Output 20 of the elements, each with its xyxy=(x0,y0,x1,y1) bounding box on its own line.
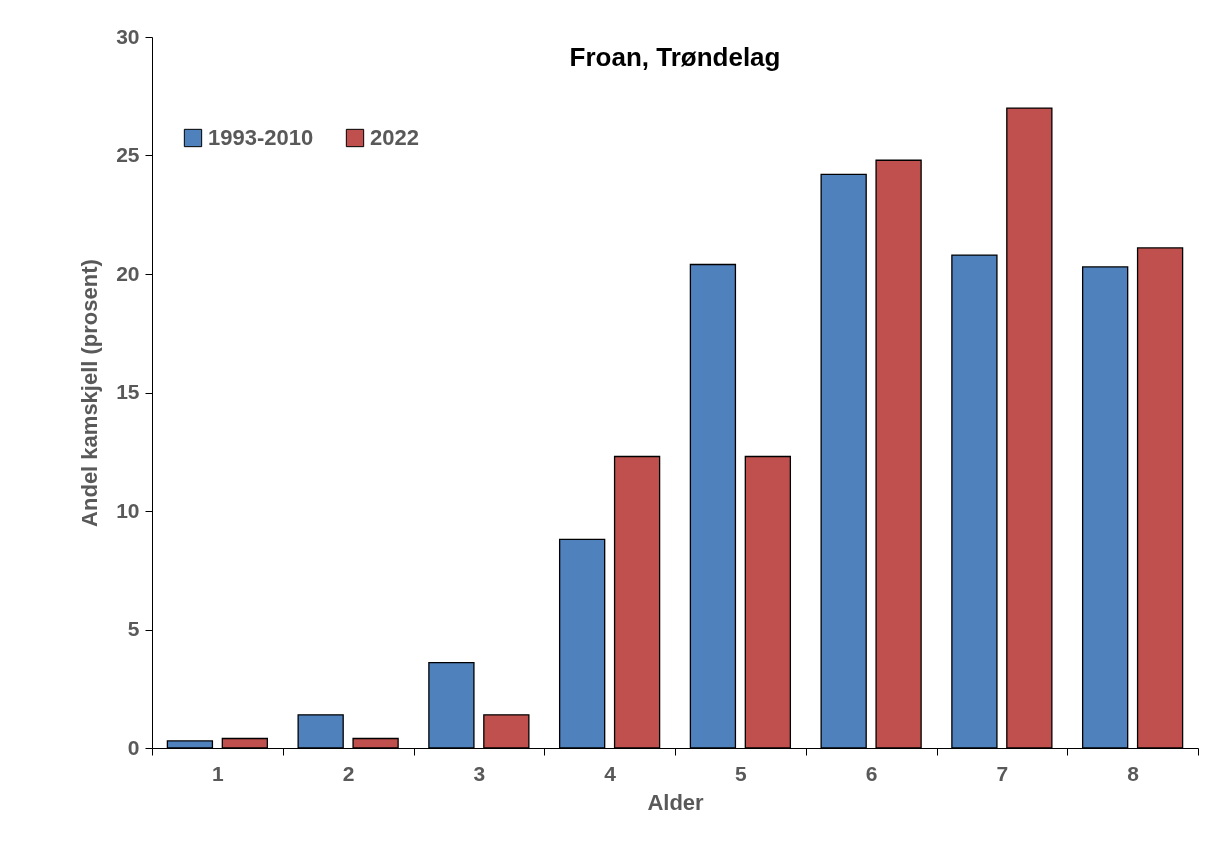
y-axis-title: Andel kamskjell (prosent) xyxy=(77,259,103,527)
chart-title: Froan, Trøndelag xyxy=(569,42,781,72)
legend-label: 2022 xyxy=(370,125,419,150)
y-tick-label: 20 xyxy=(116,261,140,285)
y-tick-label: 15 xyxy=(116,380,140,403)
x-tick-label: 6 xyxy=(865,761,878,785)
x-tick-label: 7 xyxy=(996,761,1009,785)
x-tick-label: 3 xyxy=(473,761,486,785)
y-tick-label: 25 xyxy=(116,143,140,166)
x-tick-label: 8 xyxy=(1127,761,1140,785)
y-tick-label: 10 xyxy=(116,498,140,522)
y-tick-label: 5 xyxy=(127,617,140,640)
x-tick-label: 2 xyxy=(342,761,355,785)
y-tick-label: 0 xyxy=(127,735,140,759)
y-tick-label: 30 xyxy=(116,24,140,48)
legend-label: 1993-2010 xyxy=(208,125,314,150)
x-tick-label: 5 xyxy=(735,761,748,785)
x-tick-label: 1 xyxy=(212,761,225,785)
x-axis-title: Alder xyxy=(647,789,705,815)
x-tick-label: 4 xyxy=(604,761,617,785)
